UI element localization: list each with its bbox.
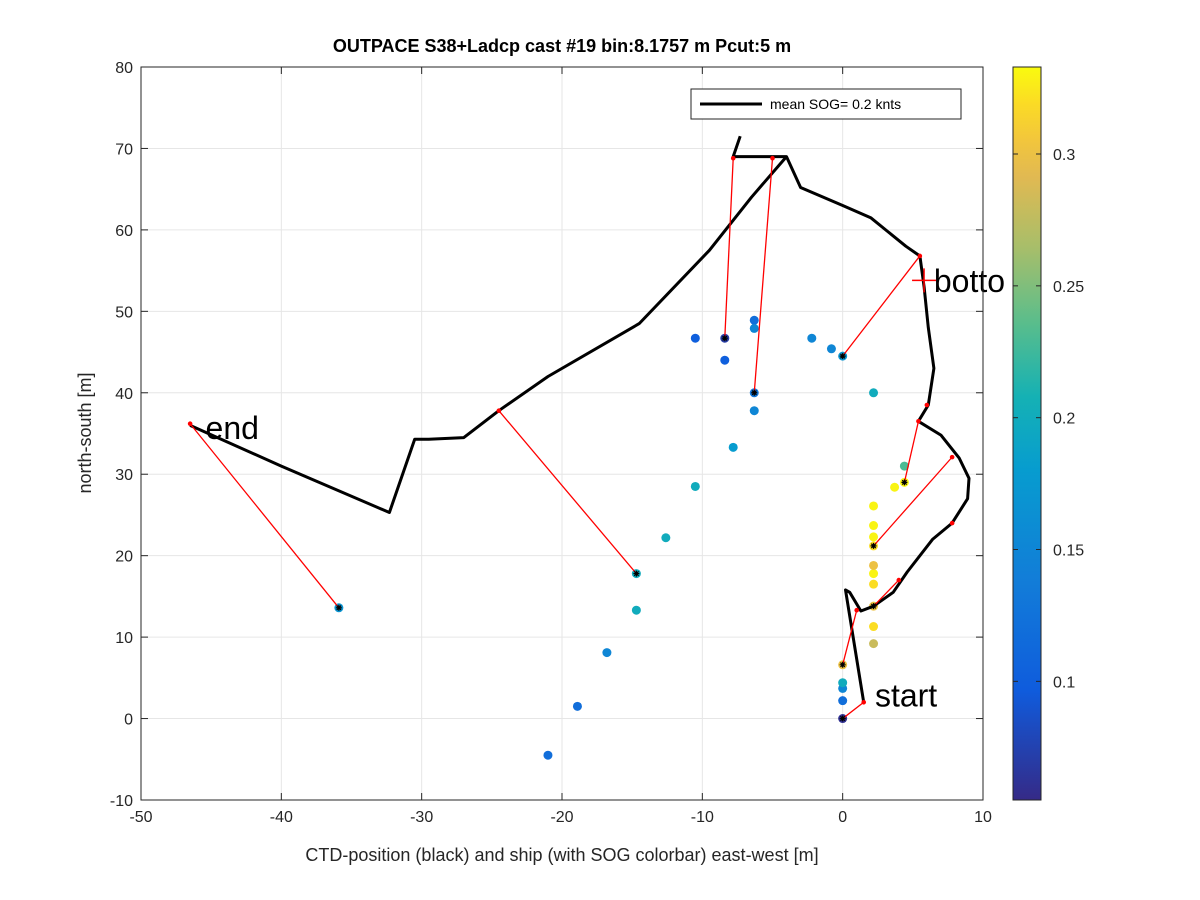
colorbar-tick-label: 0.3: [1053, 147, 1075, 164]
colorbar-tick-label: 0.2: [1053, 411, 1075, 428]
connector-end-marker: [187, 421, 193, 427]
ship-point: [869, 501, 879, 511]
ctd-ship-connector: [842, 701, 865, 720]
x-tick-label: -20: [550, 809, 573, 826]
ship-point: [631, 605, 641, 615]
ship-point: [720, 355, 730, 365]
x-tick-label: -10: [691, 809, 714, 826]
ship-point: [838, 678, 848, 688]
ship-point: [749, 406, 759, 416]
ctd-marker: [751, 389, 758, 396]
ctd-marker: [839, 661, 846, 668]
x-tick-label: -40: [270, 809, 293, 826]
legend: mean SOG= 0.2 knts: [690, 88, 962, 120]
y-tick-label: 30: [115, 467, 133, 484]
ctd-ship-connector: [498, 410, 637, 575]
y-tick-label: -10: [110, 793, 133, 810]
ctd-marker: [633, 570, 640, 577]
x-tick-label: -30: [410, 809, 433, 826]
y-tick-label: 20: [115, 549, 133, 566]
connector-end-marker: [949, 454, 955, 460]
ship-point: [869, 579, 879, 589]
y-axis-label: north-south [m]: [75, 372, 95, 493]
ctd-ship-connector: [842, 255, 921, 357]
connector-end-marker: [861, 699, 867, 705]
y-tick-label: 70: [115, 141, 133, 158]
connector-end-marker: [730, 155, 736, 161]
ship-point: [690, 333, 700, 343]
ship-point: [899, 461, 909, 471]
connector-end-marker: [896, 577, 902, 583]
ctd-ship-connector: [842, 610, 858, 665]
y-tick-label: 60: [115, 223, 133, 240]
connector-end-marker: [854, 607, 859, 613]
ctd-marker: [839, 353, 846, 360]
ship-point: [690, 481, 700, 491]
ship-point: [602, 648, 612, 658]
ship-point: [838, 696, 848, 706]
y-tick-label: 40: [115, 386, 133, 403]
ctd-track-line-west: [189, 155, 788, 514]
connector-end-marker: [949, 520, 955, 526]
x-tick-label: -50: [129, 809, 152, 826]
colorbar-tick-label: 0.15: [1053, 543, 1084, 560]
ctd-ship-connector: [753, 158, 774, 393]
connector-end-marker: [924, 402, 930, 408]
x-tick-label: 0: [838, 809, 847, 826]
ship-point: [869, 622, 879, 632]
y-tick-label: 0: [124, 712, 133, 729]
ship-point: [890, 482, 900, 492]
ship-point: [869, 532, 879, 542]
connector-end-marker: [917, 253, 923, 259]
ship-point: [543, 750, 553, 760]
ship-point: [749, 323, 759, 333]
plot-area: start end botto -50 -40 -30 -20 -10 0 10 -10 0 10 20 3…: [110, 60, 1005, 826]
x-tick-label: 10: [974, 809, 992, 826]
data-layer: [187, 135, 971, 760]
ship-point: [661, 533, 671, 543]
colorbar-scale: [1012, 66, 1042, 801]
ship-point: [749, 315, 759, 325]
y-tick-label: 10: [115, 630, 133, 647]
bottom-marker: [912, 268, 937, 293]
ship-point: [869, 560, 879, 570]
ship-point: [826, 344, 836, 354]
ctd-marker: [839, 715, 846, 722]
ship-point: [728, 442, 738, 452]
ship-point: [572, 701, 582, 711]
x-axis-label: CTD-position (black) and ship (with SOG …: [305, 845, 818, 865]
annotation-botto: botto: [934, 263, 1005, 299]
connector-end-marker: [496, 408, 502, 413]
ship-point: [869, 388, 879, 398]
y-tick-label: 50: [115, 304, 133, 321]
ctd-marker: [335, 604, 342, 611]
ctd-ship-connector: [903, 421, 920, 483]
ctd-ship-connector: [873, 456, 953, 547]
ctd-marker: [870, 542, 877, 549]
chart-title: OUTPACE S38+Ladcp cast #19 bin:8.1757 m …: [333, 36, 791, 56]
connector-end-marker: [916, 418, 921, 424]
annotation-start: start: [875, 677, 937, 713]
legend-label: mean SOG= 0.2 knts: [770, 96, 901, 112]
ctd-marker: [901, 479, 908, 486]
ship-point: [869, 639, 879, 649]
y-tick-label: 80: [115, 60, 133, 77]
ctd-marker: [870, 603, 877, 610]
ship-point: [869, 569, 879, 579]
ctd-ship-connector: [189, 423, 340, 609]
ctd-ship-connector: [724, 158, 734, 339]
ctd-marker: [721, 335, 728, 342]
ctd-ship-connector: [873, 579, 900, 607]
colorbar-tick-label: 0.25: [1053, 279, 1084, 296]
ship-point: [869, 521, 879, 531]
connector-end-marker: [770, 155, 775, 161]
colorbar-tick-label: 0.1: [1053, 674, 1075, 691]
annotation-end: end: [206, 410, 259, 446]
ship-point: [807, 333, 817, 343]
colorbar: 0.1 0.15 0.2 0.25 0.3: [1012, 66, 1084, 801]
